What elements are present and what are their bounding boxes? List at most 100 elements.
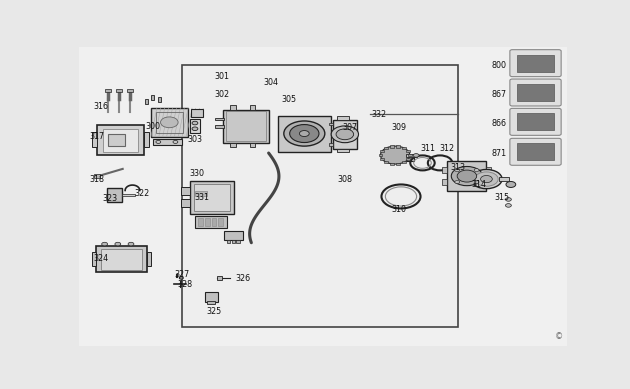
FancyBboxPatch shape bbox=[510, 109, 561, 135]
Bar bbox=[116, 89, 122, 92]
Circle shape bbox=[413, 154, 419, 157]
Text: 311: 311 bbox=[421, 144, 435, 153]
Bar bbox=[151, 95, 154, 100]
Bar bbox=[236, 240, 240, 244]
Bar bbox=[406, 154, 416, 157]
Bar bbox=[249, 142, 256, 147]
Bar bbox=[215, 117, 224, 120]
Circle shape bbox=[336, 129, 353, 140]
Bar bbox=[486, 179, 491, 185]
Text: 318: 318 bbox=[89, 175, 105, 184]
Bar bbox=[219, 218, 223, 226]
Bar bbox=[205, 218, 210, 226]
Bar bbox=[226, 111, 266, 141]
Bar bbox=[181, 200, 190, 207]
Bar bbox=[278, 116, 331, 152]
Bar bbox=[337, 116, 349, 120]
Bar bbox=[403, 161, 406, 163]
Text: 313: 313 bbox=[451, 163, 466, 172]
Bar bbox=[158, 97, 161, 102]
Bar bbox=[127, 89, 133, 92]
Text: 301: 301 bbox=[214, 72, 229, 81]
Bar bbox=[380, 150, 384, 152]
Text: 314: 314 bbox=[472, 180, 487, 189]
Text: 867: 867 bbox=[491, 90, 507, 99]
Circle shape bbox=[455, 180, 460, 184]
Bar bbox=[195, 191, 207, 196]
Text: 309: 309 bbox=[391, 123, 406, 132]
Circle shape bbox=[474, 169, 479, 172]
Bar bbox=[396, 163, 400, 165]
Bar bbox=[403, 147, 406, 149]
Text: 322: 322 bbox=[135, 189, 150, 198]
Bar bbox=[103, 129, 138, 152]
Bar bbox=[105, 89, 111, 92]
Bar bbox=[442, 179, 447, 185]
Bar bbox=[406, 150, 410, 152]
Bar bbox=[108, 133, 125, 145]
Circle shape bbox=[284, 121, 325, 146]
Bar bbox=[232, 240, 235, 244]
Bar bbox=[517, 55, 554, 72]
Bar bbox=[408, 154, 412, 156]
Bar bbox=[212, 218, 217, 226]
Bar bbox=[205, 292, 219, 302]
Bar bbox=[151, 108, 188, 137]
Bar bbox=[406, 158, 410, 160]
Circle shape bbox=[455, 169, 460, 172]
Bar bbox=[384, 147, 388, 149]
Text: 303: 303 bbox=[187, 135, 202, 144]
Text: 325: 325 bbox=[207, 307, 222, 315]
Text: 308: 308 bbox=[338, 175, 353, 184]
Text: 324: 324 bbox=[93, 254, 108, 263]
Text: 302: 302 bbox=[214, 90, 229, 99]
Bar bbox=[156, 112, 183, 133]
Text: 330: 330 bbox=[189, 168, 204, 178]
Bar bbox=[499, 177, 510, 181]
Circle shape bbox=[192, 127, 198, 131]
Bar bbox=[207, 301, 215, 304]
Bar bbox=[215, 125, 224, 128]
Text: 305: 305 bbox=[282, 95, 297, 103]
Circle shape bbox=[180, 277, 183, 279]
Bar bbox=[333, 120, 357, 149]
Circle shape bbox=[457, 170, 477, 182]
Bar bbox=[224, 231, 243, 240]
Bar bbox=[154, 139, 182, 145]
FancyBboxPatch shape bbox=[510, 79, 561, 106]
Circle shape bbox=[506, 182, 516, 187]
Text: 328: 328 bbox=[178, 280, 193, 289]
Bar bbox=[101, 249, 142, 270]
Bar bbox=[190, 109, 203, 117]
Bar bbox=[144, 132, 149, 147]
Text: 331: 331 bbox=[194, 193, 209, 202]
Text: 316: 316 bbox=[93, 102, 108, 111]
Bar bbox=[447, 161, 486, 191]
Bar bbox=[147, 252, 151, 266]
Text: 310: 310 bbox=[391, 205, 406, 214]
Bar bbox=[190, 119, 200, 133]
Bar bbox=[94, 173, 100, 178]
Bar bbox=[329, 143, 333, 145]
Circle shape bbox=[161, 117, 178, 128]
Text: ©: © bbox=[555, 332, 564, 341]
Circle shape bbox=[451, 166, 483, 186]
Circle shape bbox=[505, 198, 512, 201]
Bar bbox=[230, 142, 236, 147]
Bar bbox=[195, 216, 227, 228]
Text: 300: 300 bbox=[146, 121, 161, 131]
Text: 800: 800 bbox=[491, 61, 507, 70]
Bar bbox=[380, 158, 384, 160]
Bar bbox=[227, 240, 230, 244]
Bar bbox=[384, 161, 388, 163]
Bar bbox=[194, 184, 230, 212]
Bar bbox=[217, 276, 222, 280]
Bar bbox=[145, 100, 148, 104]
Bar bbox=[517, 114, 554, 130]
Bar bbox=[249, 105, 256, 110]
Circle shape bbox=[299, 131, 309, 137]
FancyBboxPatch shape bbox=[510, 138, 561, 165]
Text: 315: 315 bbox=[495, 193, 510, 202]
Bar bbox=[182, 65, 458, 327]
Bar bbox=[517, 144, 554, 160]
